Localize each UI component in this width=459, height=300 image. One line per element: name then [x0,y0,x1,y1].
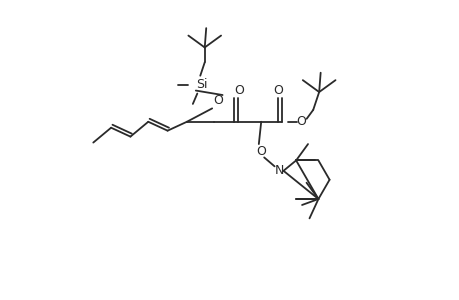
Text: N: N [274,164,283,177]
Text: O: O [256,145,266,158]
Text: O: O [296,115,306,128]
Text: O: O [213,94,223,107]
Text: O: O [234,84,243,97]
Text: O: O [273,84,282,97]
Text: Si: Si [196,78,207,91]
